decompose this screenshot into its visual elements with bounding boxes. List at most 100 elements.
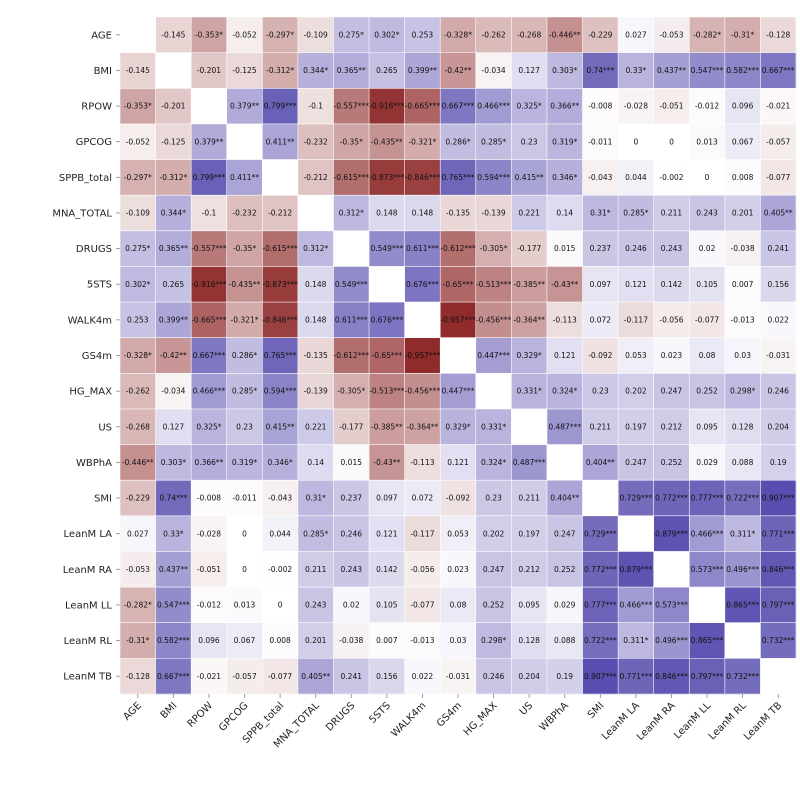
cell-value-label: 0.265 (163, 280, 185, 289)
heatmap-cell (155, 408, 192, 445)
heatmap-cell (475, 587, 512, 624)
cell-value-label: 0.211 (661, 209, 683, 218)
heatmap-cell (546, 622, 583, 659)
cell-value-label: 0.573*** (655, 601, 688, 610)
heatmap-cell (120, 230, 156, 267)
cell-value-label: 0.007 (376, 636, 398, 645)
heatmap-cell (120, 444, 156, 481)
cell-value-label: 0.405** (301, 672, 330, 681)
heatmap-cell (155, 230, 192, 267)
cell-value-label: 0.303* (161, 458, 186, 467)
heatmap-cell (653, 551, 690, 588)
cell-value-label: 0.496*** (726, 565, 759, 574)
cell-value-label: -0.021 (197, 672, 221, 681)
heatmap-cell (760, 408, 797, 445)
cell-value-label: -0.232 (304, 137, 328, 146)
cell-value-label: -0.846*** (262, 315, 298, 324)
cell-value-label: 0.148 (305, 315, 327, 324)
cell-value-label: -0.873*** (262, 280, 298, 289)
heatmap-cell (724, 17, 761, 53)
cell-value-label: 0.202 (625, 387, 647, 396)
cell-value-label: -0.145 (161, 30, 185, 39)
heatmap-cell (262, 587, 299, 624)
cell-value-label: -0.612*** (334, 351, 370, 360)
heatmap-cell (618, 551, 654, 588)
heatmap-cell (404, 337, 441, 374)
column-label: LeanM TB (742, 700, 784, 742)
cell-value-label: -0.117 (624, 315, 648, 324)
heatmap-cell (511, 302, 548, 338)
cell-value-label: -0.135 (304, 351, 328, 360)
cell-value-label: 0.243 (661, 244, 683, 253)
cell-value-label: -0.038 (731, 244, 755, 253)
cell-value-label: 0.466*** (691, 529, 724, 538)
heatmap-cell (653, 444, 690, 481)
heatmap-cell (440, 195, 477, 232)
cell-value-label: 0.128 (518, 636, 540, 645)
cell-value-label: -0.665*** (191, 315, 227, 324)
cell-value-label: -0.42** (160, 351, 187, 360)
heatmap-cell (226, 622, 263, 659)
heatmap-cell (760, 587, 797, 624)
cell-value-label: -0.013 (731, 315, 755, 324)
heatmap-cell (120, 408, 156, 445)
cell-value-label: 0.405** (764, 209, 793, 218)
heatmap-cell (760, 480, 797, 517)
heatmap-cell (440, 480, 477, 517)
cell-value-label: 0.325* (196, 422, 221, 431)
heatmap-cell (689, 195, 726, 232)
cell-value-label: -0.077 (766, 173, 790, 182)
cell-value-label: 0.33* (163, 529, 184, 538)
cell-value-label: 0.772*** (584, 565, 617, 574)
heatmap-cell (653, 408, 690, 445)
cell-value-label: 0.549*** (370, 244, 403, 253)
heatmap-cell (297, 302, 334, 338)
row-label: LeanM RA (63, 565, 112, 576)
cell-value-label: -0.268 (517, 30, 541, 39)
heatmap-cell (618, 195, 654, 232)
cell-value-label: 0.582*** (726, 66, 759, 75)
heatmap-cell (404, 88, 441, 125)
cell-value-label: -0.031 (446, 672, 470, 681)
cell-value-label: -0.513*** (476, 280, 512, 289)
heatmap-cell (618, 17, 654, 53)
heatmap-cell (333, 337, 370, 374)
heatmap-cell (546, 408, 583, 445)
cell-value-label: -0.038 (339, 636, 363, 645)
heatmap-cell (618, 373, 654, 410)
cell-value-label: -0.113 (410, 458, 434, 467)
cell-value-label: 0.547*** (157, 601, 190, 610)
heatmap-cell (546, 266, 583, 303)
heatmap-cell (511, 17, 548, 53)
cell-value-label: 0.243 (341, 565, 363, 574)
cell-value-label: 0.549*** (335, 280, 368, 289)
heatmap-cell (440, 622, 477, 659)
cell-value-label: -0.043 (588, 173, 612, 182)
row-label: DRUGS (76, 244, 112, 255)
heatmap-cell (191, 230, 228, 267)
heatmap-cell (333, 444, 370, 481)
heatmap-cell (582, 159, 619, 196)
cell-value-label: -0.435** (371, 137, 403, 146)
cell-value-label: 0.33* (626, 66, 647, 75)
heatmap-cell (653, 337, 690, 374)
heatmap-cell (582, 408, 619, 445)
heatmap-cell (333, 373, 370, 410)
heatmap-cell (582, 337, 619, 374)
heatmap-cell (511, 159, 548, 196)
heatmap-cell (653, 195, 690, 232)
cell-value-label: -0.385** (371, 422, 403, 431)
heatmap-cell (191, 622, 228, 659)
cell-value-label: 0.105 (376, 601, 398, 610)
cell-value-label: 0.127 (518, 66, 540, 75)
cell-value-label: 0.302* (125, 280, 150, 289)
cell-value-label: 0.765*** (442, 173, 475, 182)
heatmap-cell (120, 266, 156, 303)
cell-value-label: 0 (242, 529, 247, 538)
heatmap-cell (297, 480, 334, 517)
cell-value-label: -0.052 (126, 137, 150, 146)
cell-value-label: -0.328* (124, 351, 152, 360)
heatmap-cell (653, 658, 690, 695)
cell-value-label: 0.311* (623, 636, 648, 645)
